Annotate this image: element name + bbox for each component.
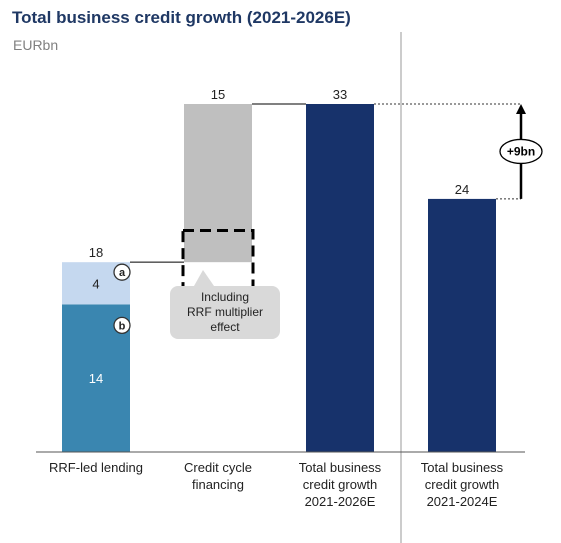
callout-text-line-3: effect <box>210 320 240 334</box>
difference-arrow-head <box>516 104 526 114</box>
category-label-4-line-3: 2021-2024E <box>427 494 498 509</box>
marker-b-label: b <box>119 320 126 332</box>
data-label-total-2026e: 33 <box>333 87 347 102</box>
category-label-2-line-1: Credit cycle <box>184 460 252 475</box>
data-label-rrf-b: 14 <box>89 371 103 386</box>
difference-label: +9bn <box>507 144 535 158</box>
data-label-total-2024e: 24 <box>455 182 469 197</box>
category-label-3-line-1: Total business <box>299 460 382 475</box>
category-label-2-line-2: financing <box>192 477 244 492</box>
marker-a-circle <box>113 263 131 281</box>
unit-label: EURbn <box>13 37 59 53</box>
data-label-rrf-total: 18 <box>89 245 103 260</box>
callout-box <box>170 286 280 339</box>
data-label-credit-cycle: 15 <box>211 87 225 102</box>
dashed-multiplier-box <box>181 229 255 296</box>
callout-text-line-1: Including <box>201 290 249 304</box>
chart-title: Total business credit growth (2021-2026E… <box>12 8 351 27</box>
callout-text-line-2: RRF multiplier <box>187 305 263 319</box>
bar-credit-cycle <box>184 104 252 263</box>
category-label-3-line-3: 2021-2026E <box>305 494 376 509</box>
marker-b-circle <box>113 316 131 335</box>
bar-total-2024e <box>428 198 496 452</box>
callout-pointer <box>194 270 214 286</box>
marker-a-label: a <box>119 267 126 279</box>
difference-badge <box>499 138 543 165</box>
category-label-4-line-2: credit growth <box>425 477 499 492</box>
bar-total-2026e <box>306 104 374 452</box>
data-label-rrf-a: 4 <box>92 276 99 291</box>
category-label-3-line-2: credit growth <box>303 477 377 492</box>
category-label-1-line-1: RRF-led lending <box>49 460 143 475</box>
category-label-4-line-1: Total business <box>421 460 504 475</box>
